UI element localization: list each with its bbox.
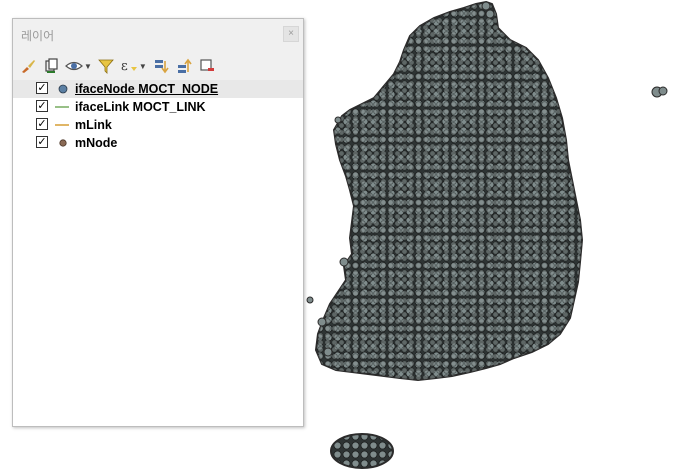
- collapse-all-icon[interactable]: [175, 57, 193, 75]
- island-nodes: [306, 1, 668, 357]
- style-brush-icon[interactable]: [19, 57, 37, 75]
- layer-row-mlink[interactable]: ✓ mLink: [13, 116, 303, 134]
- layer-row-ifacenode[interactable]: ✓ ifaceNode MOCT_NODE: [13, 80, 303, 98]
- remove-layer-icon[interactable]: [198, 57, 216, 75]
- layer-tree: ✓ ifaceNode MOCT_NODE ✓ ifaceLink MOCT_L…: [13, 80, 303, 426]
- layer-row-mnode[interactable]: ✓ mNode: [13, 134, 303, 152]
- chevron-down-icon[interactable]: ▼: [138, 61, 147, 71]
- point-symbol-icon: [59, 139, 67, 147]
- layer-visibility-checkbox[interactable]: ✓: [36, 118, 48, 130]
- panel-title: 레이어: [21, 29, 55, 43]
- chevron-down-icon[interactable]: ▼: [84, 61, 92, 71]
- filter-funnel-icon[interactable]: [97, 57, 115, 75]
- line-symbol-icon: [55, 106, 69, 108]
- layer-visibility-checkbox[interactable]: ✓: [36, 100, 48, 112]
- point-symbol-icon: [58, 84, 68, 94]
- layers-toolbar: ▼ ε ▼: [13, 52, 303, 81]
- expand-all-icon[interactable]: [152, 57, 170, 75]
- panel-header: 레이어 ×: [13, 19, 303, 52]
- close-icon[interactable]: ×: [283, 26, 299, 42]
- add-group-icon[interactable]: [42, 57, 60, 75]
- line-symbol-icon: [55, 124, 69, 126]
- expression-filter-icon[interactable]: ε: [120, 57, 138, 75]
- layer-visibility-checkbox[interactable]: ✓: [36, 136, 48, 148]
- layer-name: ifaceNode MOCT_NODE: [75, 82, 219, 96]
- layer-visibility-checkbox[interactable]: ✓: [36, 82, 48, 94]
- svg-text:ε: ε: [121, 59, 128, 74]
- layer-name: mLink: [75, 118, 112, 132]
- jeju-nodes: [330, 433, 394, 469]
- layers-panel: 레이어 × ▼ ε ▼ ✓ i: [12, 18, 304, 427]
- layer-row-ifacelink[interactable]: ✓ ifaceLink MOCT_LINK: [13, 98, 303, 116]
- layer-name: mNode: [75, 136, 118, 150]
- visibility-eye-icon[interactable]: [65, 57, 83, 75]
- layer-name: ifaceLink MOCT_LINK: [75, 100, 206, 114]
